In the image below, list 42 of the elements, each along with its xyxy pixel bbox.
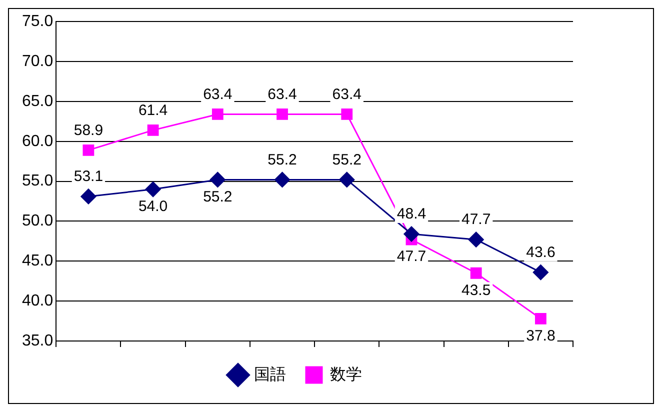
point [534,312,546,324]
point [212,108,224,120]
point [404,226,420,242]
data-label: 55.2 [203,188,232,206]
point [145,182,161,198]
point [210,172,226,188]
data-label: 55.2 [332,151,362,168]
data-label: 48.4 [396,206,426,223]
legend-label: 数学 [330,365,362,384]
data-label: 37.8 [526,327,556,344]
data-label: 58.9 [74,122,104,139]
y-tick-label: 35.0 [22,332,54,350]
y-tick-label: 40.0 [22,292,54,310]
data-label: 43.6 [526,244,556,261]
point [82,144,94,156]
y-tick-label: 75.0 [22,13,54,30]
y-tick-label: 50.0 [22,212,54,230]
data-label: 47.7 [396,248,426,266]
data-label: 54.0 [138,198,168,215]
data-label: 63.4 [203,86,232,103]
data-label: 63.4 [268,86,297,103]
point [339,172,355,188]
legend-label: 国語 [254,365,286,384]
point [468,232,484,248]
data-label: 63.4 [332,86,362,103]
point [341,108,353,120]
point [274,172,290,188]
data-label: 47.7 [461,211,491,228]
y-tick-label: 70.0 [22,52,54,70]
point [532,264,548,280]
y-tick-label: 60.0 [22,132,54,150]
point [147,124,159,136]
data-label: 43.5 [461,282,491,299]
point [276,108,288,120]
y-tick-label: 55.0 [22,172,54,190]
data-label: 53.1 [74,168,104,186]
y-tick-label: 65.0 [22,92,54,110]
data-label: 61.4 [138,102,168,119]
y-tick-label: 45.0 [22,252,54,270]
point [470,267,482,279]
point [80,188,96,204]
data-label: 55.2 [268,151,297,168]
